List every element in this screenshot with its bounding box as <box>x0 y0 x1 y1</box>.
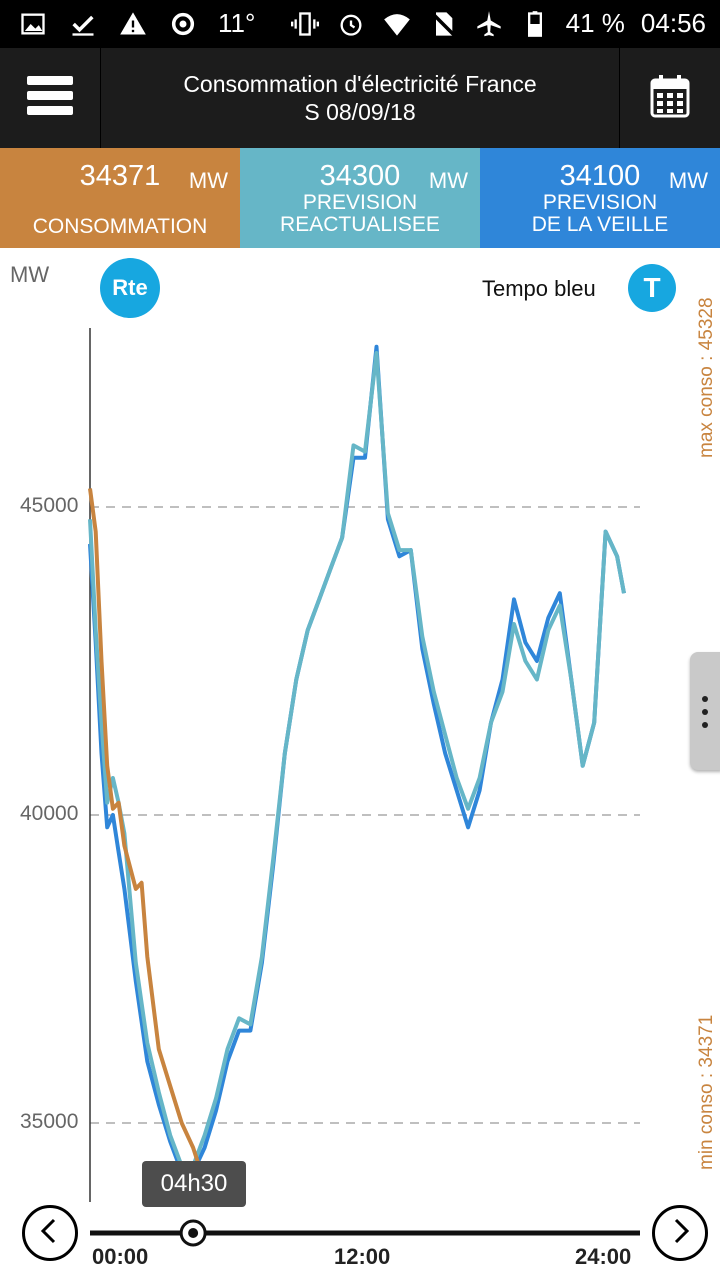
slider-thumb-dot <box>188 1228 199 1238</box>
time-tooltip: 04h30 <box>142 1161 246 1207</box>
battery-icon <box>520 9 550 39</box>
y-tick-label: 40000 <box>20 802 79 825</box>
more-vertical-icon <box>702 709 708 715</box>
page-title: Consommation d'électricité France S 08/0… <box>100 70 620 126</box>
more-vertical-icon <box>702 696 708 702</box>
chevron-left-icon <box>38 1217 62 1250</box>
temperature-text: 11° <box>218 8 256 38</box>
tile-label-line-1: PREVISION <box>542 191 658 214</box>
tempo-badge[interactable]: T <box>628 264 676 312</box>
hamburger-menu-icon <box>27 74 73 123</box>
tile-unit: MW <box>668 168 708 193</box>
airplane-icon <box>474 9 504 39</box>
summary-tiles: 34371 MW CONSOMMATION 34300 MW PREVISION… <box>0 148 720 248</box>
tile-unit: MW <box>428 168 468 193</box>
tile-label: PREVISION DE LA VEILLE <box>480 192 720 236</box>
tile-value: 34371 <box>79 160 161 192</box>
clock-text: 04:56 <box>640 8 706 38</box>
warning-icon <box>118 9 148 39</box>
app-bar: Consommation d'électricité France S 08/0… <box>0 48 720 148</box>
chevron-right-icon <box>668 1217 692 1250</box>
battery-text: 41 % <box>565 8 625 38</box>
consumption-chart <box>88 328 640 1247</box>
calendar-button[interactable] <box>619 48 720 148</box>
menu-button[interactable] <box>0 48 101 148</box>
y-tick-label: 45000 <box>20 494 79 517</box>
chart-series <box>88 344 626 1175</box>
tile-prevision-reactualisee[interactable]: 34300 MW PREVISION REACTUALISEE <box>240 148 480 248</box>
tile-label-line-2: REACTUALISEE <box>280 213 440 236</box>
title-line-2: S 08/09/18 <box>304 99 416 125</box>
previous-day-button[interactable] <box>22 1205 78 1261</box>
tile-consommation[interactable]: 34371 MW CONSOMMATION <box>0 148 240 248</box>
series-line-0 <box>88 344 626 1175</box>
weather-icon <box>168 9 198 39</box>
tile-value: 34100 <box>559 160 641 192</box>
time-slider-thumb[interactable] <box>179 1219 207 1247</box>
series-line-2 <box>88 488 200 1163</box>
rte-logo-text: Rte <box>112 275 148 300</box>
tile-label-line-2: DE LA VEILLE <box>531 213 669 236</box>
tile-value: 34300 <box>319 160 401 192</box>
rte-logo: Rte <box>100 258 160 318</box>
chart-grid <box>90 506 640 1124</box>
image-icon <box>18 9 48 39</box>
no-sim-icon <box>428 9 458 39</box>
tile-prevision-veille[interactable]: 34100 MW PREVISION DE LA VEILLE <box>480 148 720 248</box>
series-line-1 <box>88 351 626 1169</box>
wifi-icon <box>382 9 412 39</box>
more-vertical-icon <box>702 722 708 728</box>
title-line-1: Consommation d'électricité France <box>183 71 537 97</box>
tile-label: CONSOMMATION <box>32 215 208 238</box>
y-axis-unit: MW <box>10 262 50 287</box>
x-tick-label: 00:00 <box>92 1244 149 1269</box>
tile-label: PREVISION REACTUALISEE <box>240 192 480 236</box>
calendar-icon <box>650 74 690 123</box>
x-tick-label: 24:00 <box>575 1244 632 1269</box>
vibrate-icon <box>290 9 320 39</box>
x-tick-label: 12:00 <box>334 1244 391 1269</box>
tile-unit: MW <box>188 168 228 193</box>
alarm-icon <box>336 9 366 39</box>
tile-label-line-1: PREVISION <box>302 191 418 214</box>
y-tick-label: 35000 <box>20 1110 79 1133</box>
next-day-button[interactable] <box>652 1205 708 1261</box>
side-panel-handle[interactable] <box>690 652 720 770</box>
check-download-icon <box>68 9 98 39</box>
tempo-label: Tempo bleu <box>482 276 596 301</box>
status-bar: 11° 41 % 04:56 <box>0 0 720 48</box>
